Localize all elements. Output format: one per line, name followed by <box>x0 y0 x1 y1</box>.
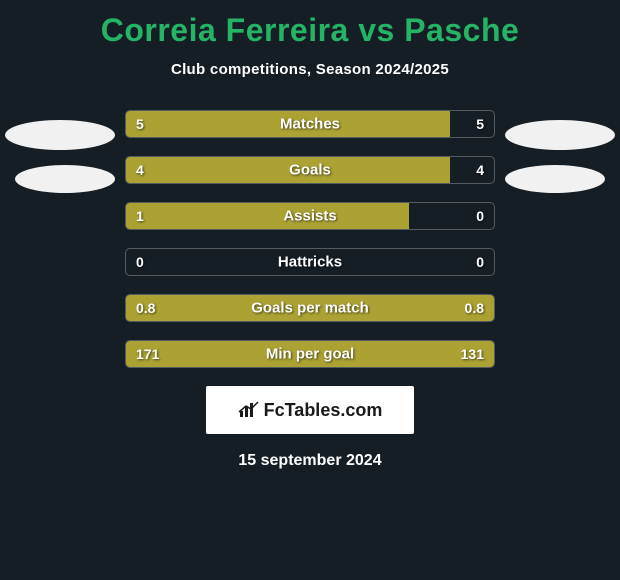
stat-label: Hattricks <box>278 254 342 271</box>
stat-value-right: 0 <box>476 208 484 224</box>
stat-value-right: 0.8 <box>465 300 484 316</box>
stat-value-left: 171 <box>136 346 159 362</box>
player-right-badge-2 <box>505 165 605 193</box>
stat-value-right: 0 <box>476 254 484 270</box>
stat-value-left: 1 <box>136 208 144 224</box>
stat-label: Goals <box>289 162 331 179</box>
logo-text: FcTables.com <box>264 400 383 421</box>
chart-icon <box>238 401 260 419</box>
stat-value-left: 5 <box>136 116 144 132</box>
player-left-badge-2 <box>15 165 115 193</box>
subtitle: Club competitions, Season 2024/2025 <box>0 61 620 78</box>
bar-fill-left <box>126 157 450 183</box>
stat-value-right: 5 <box>476 116 484 132</box>
comparison-content: 5 Matches 5 4 Goals 4 1 Assists 0 0 Hatt… <box>0 110 620 470</box>
logo-box: FcTables.com <box>206 386 414 434</box>
stat-bar-goals: 4 Goals 4 <box>125 156 495 184</box>
logo: FcTables.com <box>238 400 383 421</box>
stat-value-right: 4 <box>476 162 484 178</box>
stat-bar-assists: 1 Assists 0 <box>125 202 495 230</box>
stat-value-left: 0.8 <box>136 300 155 316</box>
stat-bars-container: 5 Matches 5 4 Goals 4 1 Assists 0 0 Hatt… <box>125 110 495 368</box>
bar-fill-left <box>126 203 409 229</box>
stat-label: Min per goal <box>266 346 354 363</box>
stat-label: Assists <box>283 208 336 225</box>
stat-bar-goals-per-match: 0.8 Goals per match 0.8 <box>125 294 495 322</box>
stat-value-left: 0 <box>136 254 144 270</box>
stat-value-right: 131 <box>461 346 484 362</box>
date-text: 15 september 2024 <box>0 452 620 470</box>
page-title: Correia Ferreira vs Pasche <box>0 0 620 49</box>
stat-bar-matches: 5 Matches 5 <box>125 110 495 138</box>
player-right-badge-1 <box>505 120 615 150</box>
player-left-badge-1 <box>5 120 115 150</box>
stat-label: Goals per match <box>251 300 369 317</box>
stat-bar-min-per-goal: 171 Min per goal 131 <box>125 340 495 368</box>
stat-label: Matches <box>280 116 340 133</box>
stat-value-left: 4 <box>136 162 144 178</box>
stat-bar-hattricks: 0 Hattricks 0 <box>125 248 495 276</box>
